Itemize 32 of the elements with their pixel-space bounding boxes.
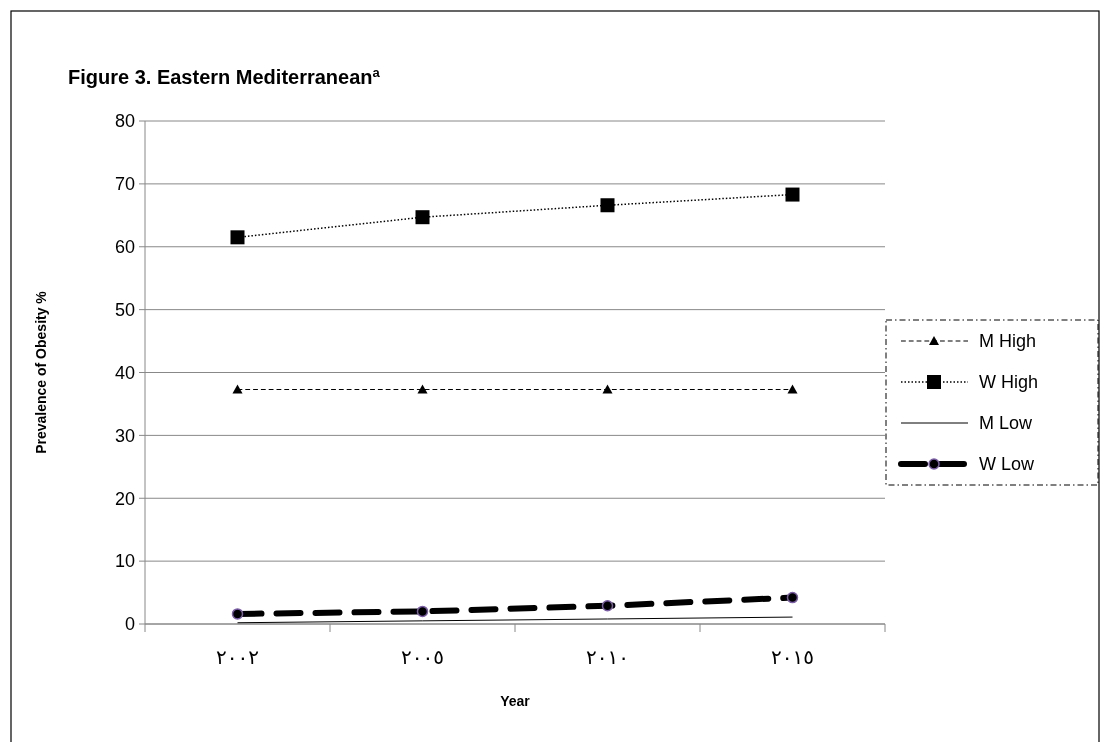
legend-label: W Low — [979, 454, 1036, 475]
point — [600, 198, 615, 213]
point — [232, 384, 243, 394]
y-axis-title: Prevalence of Obesity % — [33, 290, 49, 454]
x-tick-label: ٢٠١٠ — [586, 645, 629, 669]
point — [416, 605, 429, 618]
point — [230, 230, 245, 245]
x-tick-label: ٢٠١٥ — [771, 645, 814, 669]
point — [786, 591, 799, 604]
x-tick-label: ٢٠٠٥ — [401, 645, 444, 669]
point — [787, 384, 798, 394]
y-tick-label: 50 — [114, 299, 135, 320]
point — [601, 600, 614, 612]
x-axis-title: Year — [500, 693, 531, 709]
y-tick-label: 10 — [114, 551, 135, 572]
y-tick-label: 20 — [114, 488, 135, 509]
x-tick-label: ٢٠٠٢ — [216, 645, 259, 669]
legend-label: W High — [979, 372, 1039, 393]
chart-title: Figure 3. Eastern Mediterranean$^{a}$ — [68, 64, 381, 88]
y-tick-label: 60 — [114, 237, 135, 258]
y-tick-label: 0 — [124, 614, 135, 635]
y-tick-label: 40 — [114, 362, 135, 383]
point — [417, 384, 428, 394]
point — [231, 608, 244, 620]
y-tick-label: 80 — [114, 111, 135, 132]
point — [785, 187, 800, 202]
legend-label: M Low — [979, 413, 1034, 434]
y-tick-label: 30 — [114, 425, 135, 446]
legend-label: M High — [979, 331, 1037, 352]
point — [415, 210, 430, 225]
y-tick-label: 70 — [114, 174, 135, 195]
point — [602, 384, 613, 394]
